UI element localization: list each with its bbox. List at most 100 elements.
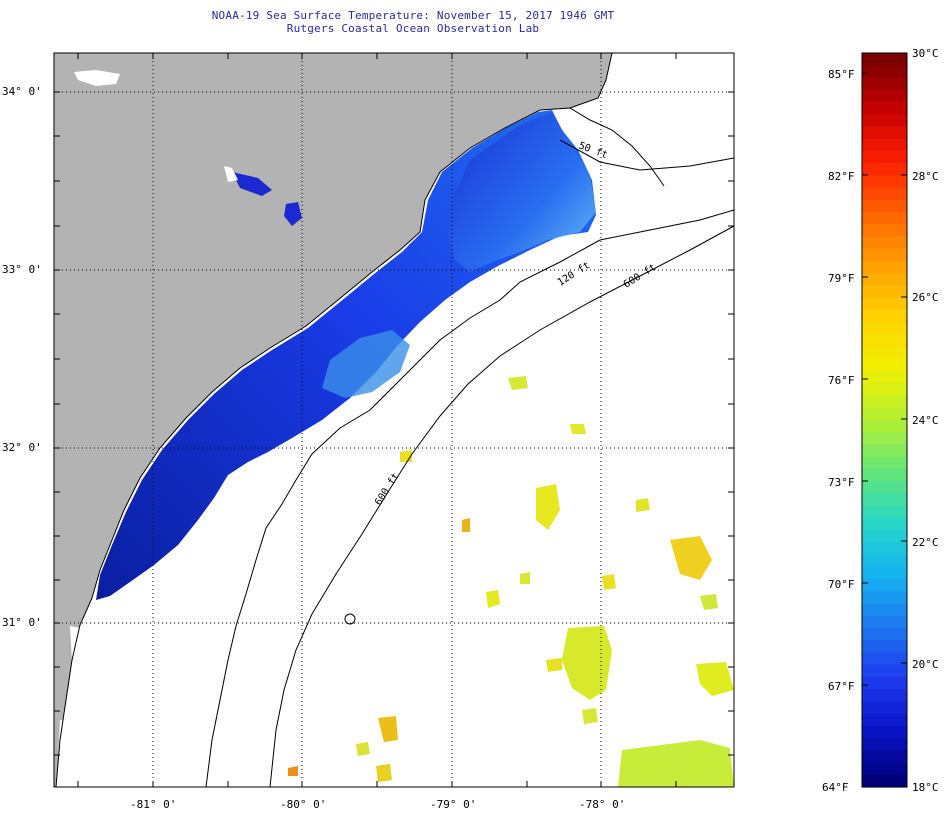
bathymetry-contours	[205, 139, 734, 787]
cbar-f-64: 64°F	[822, 781, 849, 794]
colorbar-band	[862, 371, 907, 384]
colorbar-band	[862, 101, 907, 115]
colorbar-band	[862, 676, 907, 690]
colorbar-band	[862, 517, 907, 531]
colorbar-band	[862, 175, 907, 189]
colorbar-ticks	[862, 52, 907, 788]
colorbar-band	[862, 762, 907, 776]
colorbar-band	[862, 383, 907, 397]
lake-marion	[232, 172, 272, 196]
colorbar-band	[862, 224, 907, 238]
colorbar-band	[862, 260, 907, 274]
seamount-contour	[344, 613, 356, 625]
colorbar-band	[862, 346, 907, 360]
colorbar-band	[862, 774, 907, 788]
offshore-warm-patches	[288, 376, 734, 787]
colorbar-band	[862, 322, 907, 335]
colorbar-band	[862, 615, 907, 629]
colorbar-band	[862, 432, 907, 446]
lake-moultrie	[284, 202, 302, 226]
cbar-c-24: 24°C	[912, 414, 939, 427]
inland-nodata-2	[224, 166, 238, 182]
colorbar-band	[862, 163, 907, 176]
colorbar-band	[862, 138, 907, 152]
colorbar-band	[862, 738, 907, 751]
land-mass	[54, 53, 612, 787]
colorbar-band	[862, 407, 907, 421]
colorbar-band	[862, 505, 907, 519]
graticule	[54, 53, 734, 787]
colorbar-band	[862, 444, 907, 458]
axis-ticks	[54, 53, 734, 787]
colorbar-band	[862, 187, 907, 201]
colorbar-band	[862, 420, 907, 433]
colorbar-band	[862, 542, 907, 556]
cbar-f-67: 67°F	[828, 680, 855, 693]
colorbar-band	[862, 126, 907, 140]
colorbar-band	[862, 65, 907, 79]
colorbar-band	[862, 566, 907, 580]
cbar-c-28: 28°C	[912, 170, 939, 183]
lon-label-80: -80° 0'	[280, 798, 327, 811]
colorbar-frame	[861, 52, 908, 788]
contour-600ft	[269, 225, 734, 787]
colorbar-band	[862, 652, 907, 666]
colorbar-band	[862, 530, 907, 543]
cbar-f-76: 76°F	[828, 374, 855, 387]
colorbar-band	[862, 358, 907, 372]
colorbar-band	[862, 236, 907, 250]
cbar-f-70: 70°F	[828, 578, 855, 591]
colorbar-band	[862, 689, 907, 702]
colorbar-band	[862, 468, 907, 482]
colorbar-band	[862, 77, 907, 91]
colorbar-band	[862, 701, 907, 715]
map-title: NOAA-19 Sea Surface Temperature: Novembe…	[211, 9, 615, 22]
cbar-c-26: 26°C	[912, 291, 939, 304]
lat-label-33: 33° 0'	[2, 263, 42, 276]
colorbar-band	[862, 603, 907, 617]
lat-label-31: 31° 0'	[2, 616, 42, 629]
colorbar-band	[862, 248, 907, 262]
inland-nodata-4	[70, 626, 82, 700]
colorbar-band	[862, 640, 907, 654]
sst-northern-plume	[448, 112, 596, 272]
cbar-f-85: 85°F	[828, 68, 855, 81]
cbar-c-22: 22°C	[912, 536, 939, 549]
lon-label-78: -78° 0'	[579, 798, 626, 811]
lon-label-81: -81° 0'	[130, 798, 177, 811]
colorbar-band	[862, 114, 907, 127]
contour-120ft	[205, 209, 734, 787]
coastline	[55, 53, 665, 787]
colorbar-band	[862, 285, 907, 299]
colorbar-band	[862, 725, 907, 739]
lat-label-34: 34° 0'	[2, 85, 42, 98]
lat-label-32: 32° 0'	[2, 441, 42, 454]
cbar-c-18: 18°C	[912, 781, 939, 794]
colorbar-band	[862, 309, 907, 323]
colorbar-band	[862, 579, 907, 592]
colorbar-band	[862, 199, 907, 213]
sst-midshelf-patch	[322, 330, 410, 398]
colorbar-band	[862, 554, 907, 568]
cbar-f-82: 82°F	[828, 170, 855, 183]
colorbar-band	[862, 53, 907, 66]
cbar-c-30: 30°C	[912, 47, 939, 60]
colorbar-band	[862, 481, 907, 494]
inland-nodata-1	[74, 70, 120, 86]
cbar-f-79: 79°F	[828, 272, 855, 285]
colorbar-band	[862, 334, 907, 348]
colorbar-band	[862, 627, 907, 641]
colorbar-band	[862, 150, 907, 164]
cbar-f-73: 73°F	[828, 476, 855, 489]
lon-label-79: -79° 0'	[430, 798, 477, 811]
colorbar-band	[862, 750, 907, 764]
colorbar-band	[862, 664, 907, 678]
colorbar-band	[862, 456, 907, 470]
colorbar-band	[862, 493, 907, 507]
colorbar-band	[862, 713, 907, 727]
colorbar-band	[862, 395, 907, 409]
colorbar-bands	[862, 53, 907, 788]
colorbar-band	[862, 89, 907, 103]
